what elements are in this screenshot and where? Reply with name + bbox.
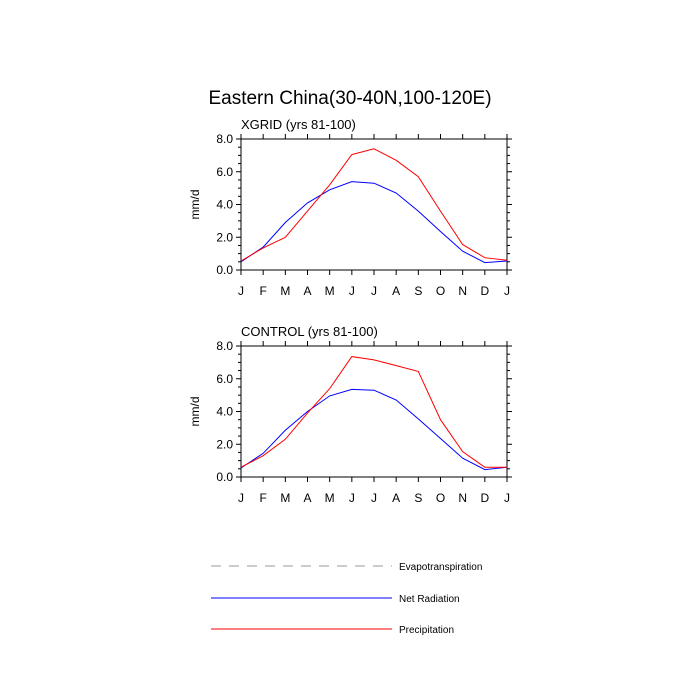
x-tick-label: M <box>325 284 335 298</box>
x-tick-label: J <box>349 491 355 505</box>
x-tick-label: O <box>436 284 445 298</box>
x-tick-label: F <box>259 491 266 505</box>
legend-label-net-radiation: Net Radiation <box>399 594 460 605</box>
x-tick-label: A <box>303 284 311 298</box>
series-line-net-radiation <box>240 388 508 471</box>
y-tick-label: 6.0 <box>216 165 233 179</box>
legend-label-precipitation: Precipitation <box>399 625 454 636</box>
series-line-precipitation <box>240 356 507 468</box>
legend: Evapotranspiration Net Radiation Precipita… <box>211 562 482 636</box>
x-tick-label: M <box>280 491 290 505</box>
x-tick-label: J <box>371 491 377 505</box>
panels: XGRID (yrs 81-100)0.02.04.06.08.0J F M A M J J… <box>188 117 512 505</box>
x-tick-label: M <box>325 491 335 505</box>
x-tick-label: D <box>480 284 489 298</box>
legend-label-evapotranspiration: Evapotranspiration <box>399 562 482 573</box>
x-tick-label: N <box>458 284 467 298</box>
x-tick-label: D <box>480 491 489 505</box>
x-tick-label: J <box>504 284 510 298</box>
x-tick-label: S <box>414 284 422 298</box>
panel-title: XGRID (yrs 81-100) <box>241 117 356 132</box>
plot-frame <box>240 138 508 271</box>
x-tick-label: A <box>303 491 311 505</box>
y-tick-label: 6.0 <box>216 372 233 386</box>
x-tick-label: A <box>392 491 400 505</box>
x-tick-label: M <box>280 284 290 298</box>
y-tick-label: 0.0 <box>216 470 233 484</box>
panel-title: CONTROL (yrs 81-100) <box>241 324 378 339</box>
y-tick-label: 2.0 <box>216 437 233 451</box>
y-tick-label: 4.0 <box>216 405 233 419</box>
x-tick-label: J <box>371 284 377 298</box>
x-tick-label: O <box>436 491 445 505</box>
figure-title: Eastern China(30-40N,100-120E) <box>208 88 491 109</box>
y-tick-label: 8.0 <box>216 339 233 353</box>
chart-panel: CONTROL (yrs 81-100)0.02.04.06.08.0J F M A M… <box>188 324 512 505</box>
y-tick-label: 4.0 <box>216 198 233 212</box>
y-tick-label: 2.0 <box>216 230 233 244</box>
x-tick-label: J <box>504 491 510 505</box>
x-tick-label: A <box>392 284 400 298</box>
x-tick-label: F <box>259 284 266 298</box>
x-tick-label: N <box>458 491 467 505</box>
y-axis-label: mm/d <box>188 190 202 220</box>
y-axis-label: mm/d <box>188 397 202 427</box>
series-line-precipitation <box>240 148 508 262</box>
y-tick-label: 8.0 <box>216 132 233 146</box>
x-tick-label: J <box>349 284 355 298</box>
plot-frame <box>240 345 508 478</box>
series-line-net-radiation <box>240 181 508 264</box>
x-tick-label: J <box>238 491 244 505</box>
x-tick-label: S <box>414 491 422 505</box>
chart-panel: XGRID (yrs 81-100)0.02.04.06.08.0J F M A M J J… <box>188 117 512 298</box>
y-tick-label: 0.0 <box>216 263 233 277</box>
x-tick-label: J <box>238 284 244 298</box>
